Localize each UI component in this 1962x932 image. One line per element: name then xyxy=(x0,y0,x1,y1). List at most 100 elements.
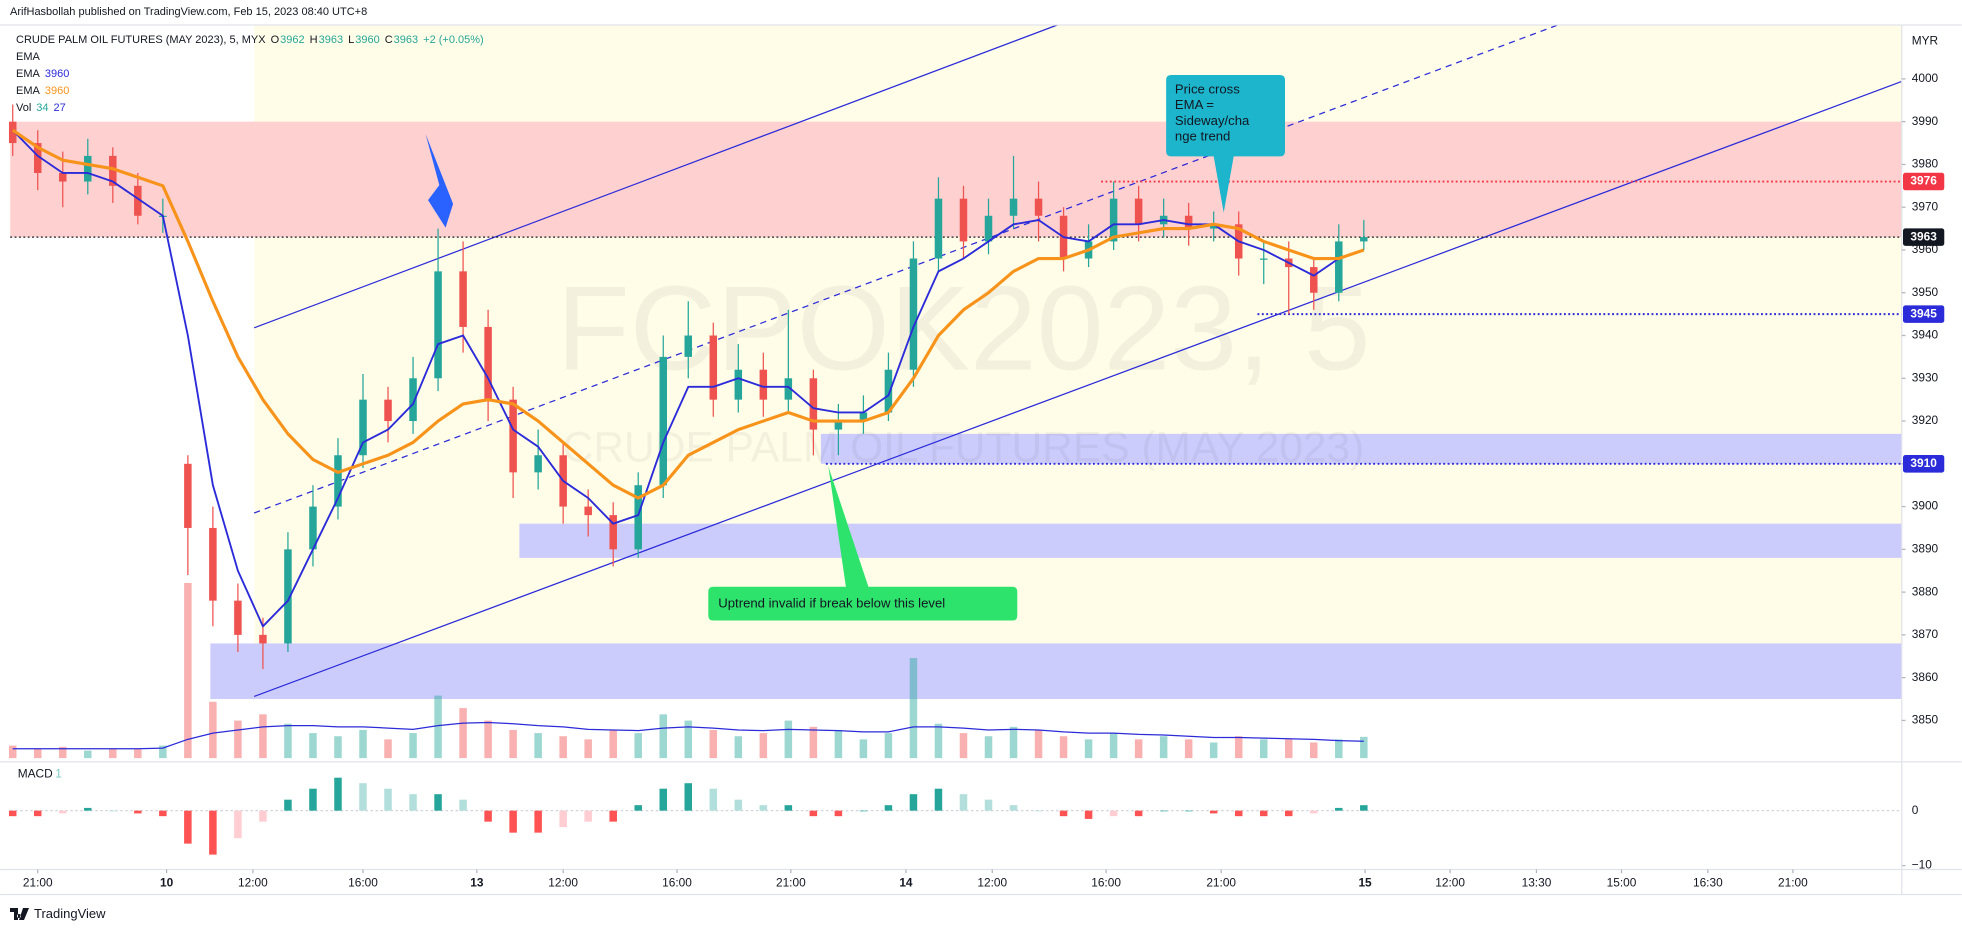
volume-bar xyxy=(759,733,768,759)
x-tick-label: 12:00 xyxy=(977,875,1007,889)
callout-text: Uptrend invalid if break below this leve… xyxy=(718,596,945,611)
candle-body xyxy=(659,356,667,486)
macd-bar xyxy=(33,810,42,817)
volume-bar xyxy=(1360,736,1368,759)
volume-bar xyxy=(934,723,943,759)
publisher-line: ArifHasbollah published on TradingView.c… xyxy=(10,6,367,18)
macd-bar xyxy=(509,810,517,833)
ema-line xyxy=(11,128,1365,500)
candle-body xyxy=(934,198,943,259)
macd-bar xyxy=(1284,810,1293,817)
macd-bar xyxy=(59,810,67,814)
volume-bar xyxy=(334,736,342,759)
macd-bar xyxy=(434,794,442,811)
y-tick-label: 3850 xyxy=(1912,713,1939,727)
candle-body xyxy=(584,506,592,516)
macd-bar xyxy=(709,788,718,811)
macd-bar xyxy=(734,799,743,811)
callout-box xyxy=(1166,75,1285,213)
x-tick-label: 10 xyxy=(160,875,174,889)
macd-bar xyxy=(209,810,217,855)
trend-line xyxy=(253,24,1058,329)
volume-bar xyxy=(159,745,167,759)
candle-body xyxy=(1335,241,1343,293)
x-tick-label: 15 xyxy=(1358,875,1372,889)
levels-layer xyxy=(10,180,1902,465)
y-tick-label: 4000 xyxy=(1912,71,1939,85)
candle-body xyxy=(134,185,142,216)
volume-ma-line xyxy=(12,721,1364,750)
axes-layer xyxy=(0,24,1962,896)
volume-bar xyxy=(209,701,217,759)
change-value: +2 (+0.05%) xyxy=(423,34,484,46)
x-tick-label: 21:00 xyxy=(1778,875,1808,889)
volume-bar xyxy=(709,729,718,759)
macd-bar xyxy=(1159,810,1168,812)
macd-bar xyxy=(609,810,617,822)
volume-bar xyxy=(259,714,267,759)
macd-bar xyxy=(284,799,292,811)
macd-bar xyxy=(1034,810,1043,812)
y-tick-label: −10 xyxy=(1912,858,1933,872)
macd-bar xyxy=(684,783,693,811)
volume-bar xyxy=(859,739,868,759)
x-tick-label: 21:00 xyxy=(776,875,806,889)
volume-bar xyxy=(109,748,117,759)
ema-line xyxy=(12,129,1365,628)
y-tick-label: 3890 xyxy=(1912,541,1939,555)
y-tick-label: 3880 xyxy=(1912,584,1939,598)
volume-bar xyxy=(834,729,843,759)
volume-value: 34 xyxy=(36,102,49,114)
volume-bar xyxy=(484,720,492,759)
callout-box xyxy=(708,466,1018,621)
candle-body xyxy=(259,634,267,644)
price-label: 3963 xyxy=(1910,229,1937,243)
macd-bar xyxy=(984,799,993,811)
brand-logo xyxy=(10,907,29,920)
watermark: FCPOK2023, 5 xyxy=(556,261,1370,395)
macd-bar xyxy=(834,810,843,817)
candle-body xyxy=(634,485,642,550)
volume-bar xyxy=(409,733,417,759)
macd-bar xyxy=(634,805,642,811)
candle-body xyxy=(709,335,718,400)
price-zone xyxy=(519,523,1902,558)
y-tick-label: 3870 xyxy=(1912,627,1939,641)
macd-bar xyxy=(1259,810,1268,817)
macd-bar xyxy=(309,788,317,811)
volume-bar xyxy=(509,729,517,759)
macd-bar xyxy=(1234,810,1243,817)
price-label-box xyxy=(1902,455,1945,473)
candle-body xyxy=(33,143,42,173)
volume-name: Vol xyxy=(16,102,32,114)
macd-bar xyxy=(1184,810,1193,812)
volume-bar xyxy=(234,720,242,759)
candle-body xyxy=(8,121,17,144)
volume-bar xyxy=(33,748,42,759)
y-tick-label: 3980 xyxy=(1912,157,1939,171)
price-label-box xyxy=(1902,228,1945,246)
macd-bar xyxy=(1059,810,1068,817)
volume-bar xyxy=(1009,726,1018,759)
macd-bar xyxy=(959,794,968,811)
price-label: 3910 xyxy=(1910,456,1937,470)
price-zone xyxy=(210,643,1902,700)
macd-bar xyxy=(809,810,818,817)
candle-body xyxy=(184,463,192,528)
y-tick-label: 3950 xyxy=(1912,285,1939,299)
candle-body xyxy=(309,506,317,550)
volume-bar xyxy=(1059,736,1068,759)
x-tick-label: 21:00 xyxy=(1206,875,1236,889)
volume-bar xyxy=(534,733,542,759)
volume-bar xyxy=(684,720,693,759)
candle-body xyxy=(734,369,743,400)
candle-body xyxy=(784,378,793,400)
volume-bar xyxy=(384,739,392,759)
volume-bar xyxy=(784,720,793,759)
legend: CRUDE PALM OIL FUTURES (MAY 2023), 5, MY… xyxy=(16,32,489,117)
x-tick-label: 13 xyxy=(470,875,484,889)
x-tick-label: 14 xyxy=(899,875,913,889)
